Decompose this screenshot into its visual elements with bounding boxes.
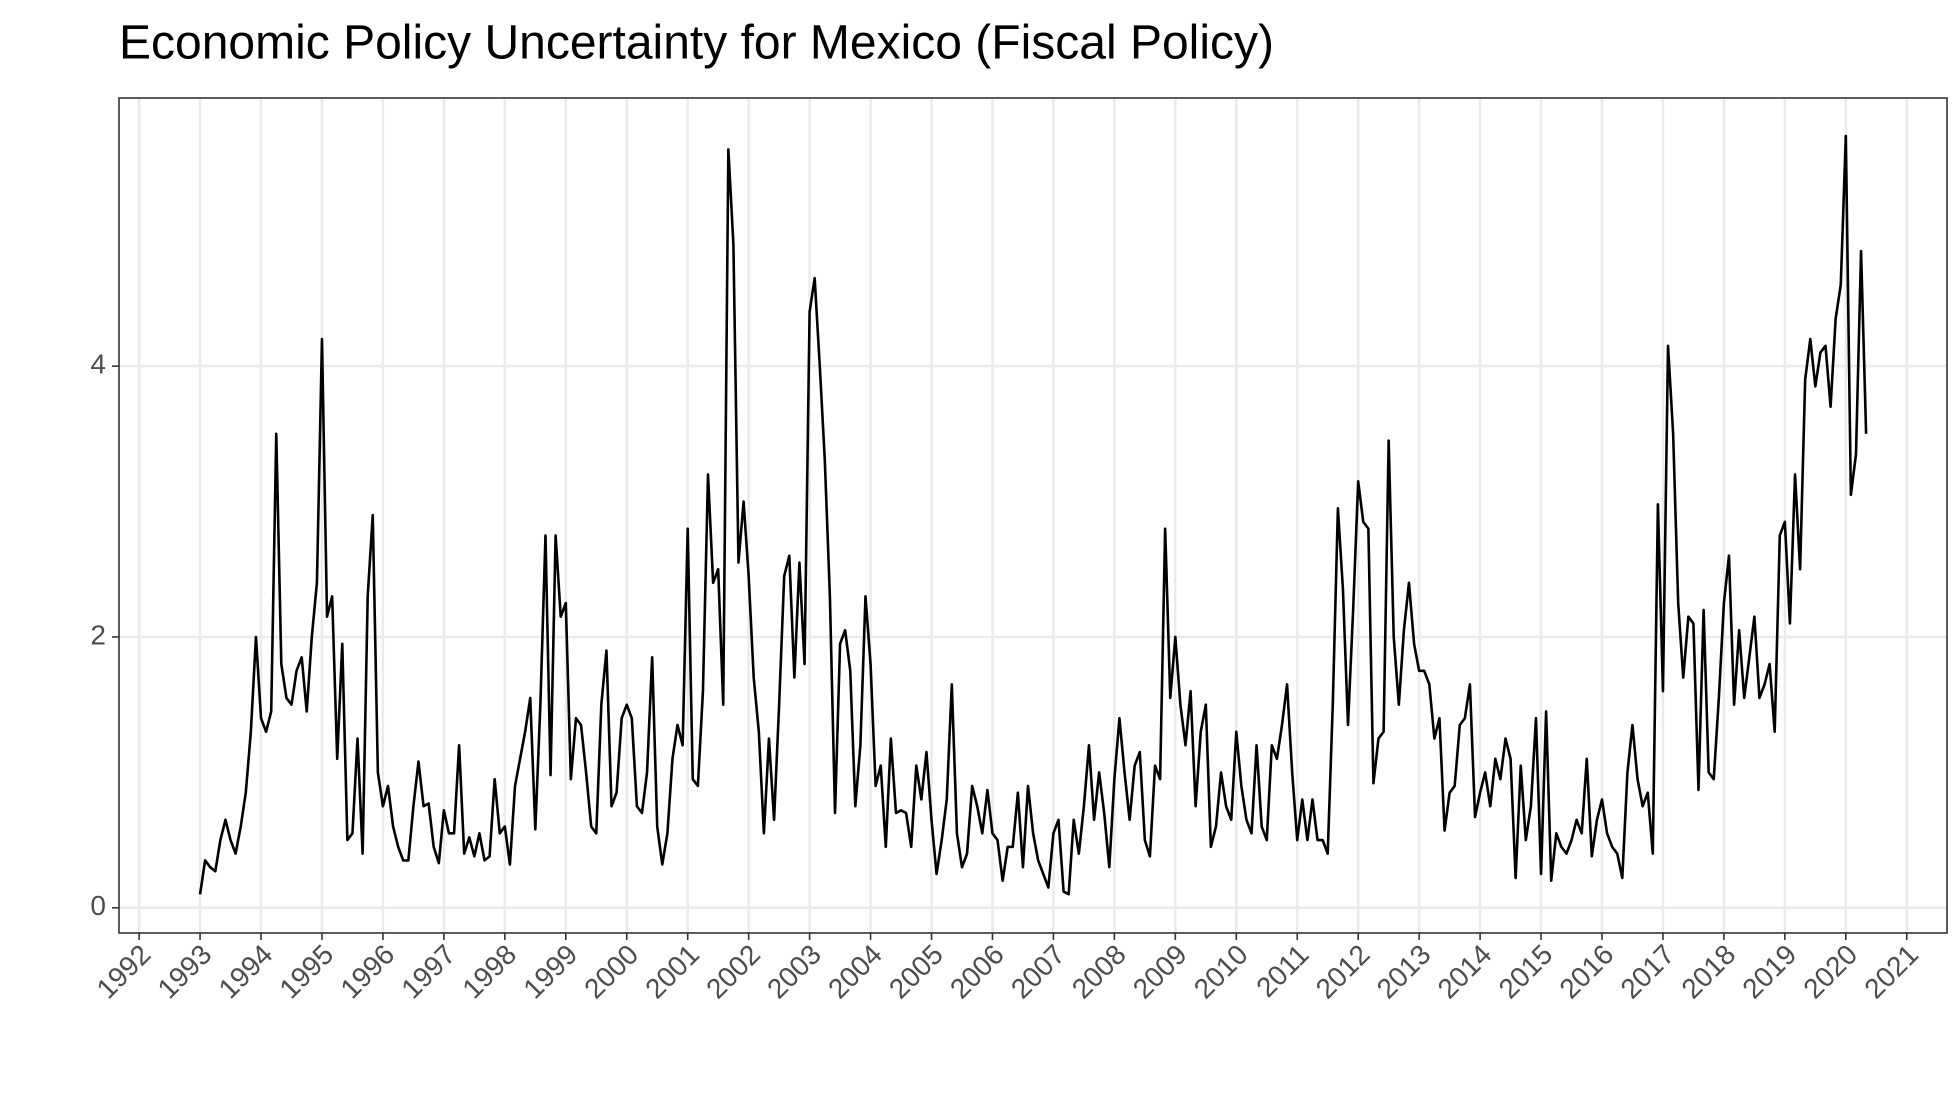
data-line (198, 134, 1868, 896)
panel-border (118, 97, 1948, 934)
y-tick-label: 0 (90, 890, 106, 921)
plot (198, 134, 1868, 896)
y-tick-label: 2 (90, 619, 106, 650)
y-tick-label: 4 (90, 349, 106, 380)
chart-title: Economic Policy Uncertainty for Mexico (… (119, 17, 1274, 70)
